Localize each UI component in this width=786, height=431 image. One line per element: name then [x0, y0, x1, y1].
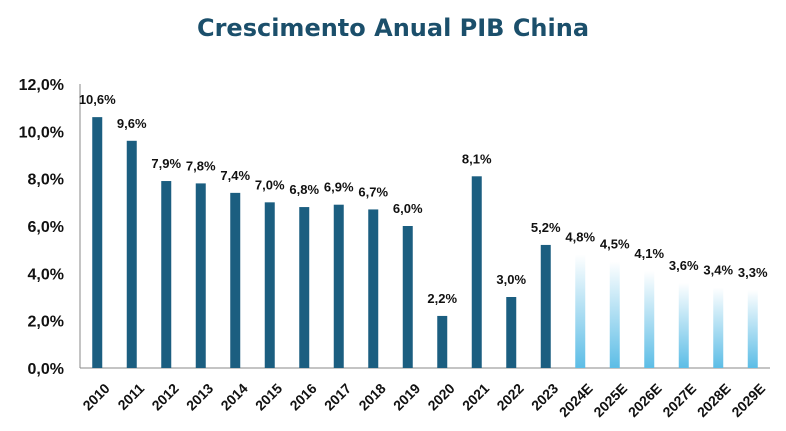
- data-labels: 10,6%9,6% 7,9% 7,8% 7,4% 7,0% 6,8% 6,9% 6,7% 6,0…: [79, 92, 768, 306]
- bar: [713, 287, 724, 368]
- bar: [299, 207, 310, 368]
- bar-data-label: 10,6%: [79, 92, 116, 107]
- bar: [126, 140, 137, 368]
- y-axis-ticks: 0,0% 2,0% 4,0% 6,0% 8,0% 10,0% 12,0%: [19, 77, 64, 378]
- bar-data-label: 6,9%: [324, 180, 354, 195]
- bar: [402, 226, 413, 368]
- y-tick-label: 12,0%: [19, 77, 64, 94]
- bar: [506, 297, 517, 368]
- x-tick-label: 2011: [114, 380, 147, 413]
- bar: [644, 270, 655, 368]
- bar-data-label: 6,8%: [289, 182, 319, 197]
- x-tick-label: 2013: [183, 380, 216, 413]
- x-tick-label: 2019: [390, 380, 423, 413]
- bar-data-label: 3,3%: [738, 265, 768, 280]
- x-tick-label: 2016: [286, 380, 319, 413]
- bar: [471, 176, 482, 368]
- bar: [540, 244, 551, 368]
- bar: [195, 183, 206, 368]
- bar: [437, 315, 448, 368]
- y-tick-label: 6,0%: [28, 219, 64, 236]
- bar: [230, 192, 241, 368]
- bar: [161, 181, 172, 368]
- x-tick-label: 2028E: [694, 380, 734, 420]
- y-tick-label: 0,0%: [28, 361, 64, 378]
- bar-data-label: 3,0%: [496, 272, 526, 287]
- x-axis-labels: 2010 2011 2012 2013 2014 2015 2016 2017 2018 2019…: [79, 380, 768, 420]
- y-tick-label: 4,0%: [28, 266, 64, 283]
- bar-data-label: 4,1%: [634, 246, 664, 261]
- x-tick-label: 2018: [355, 380, 388, 413]
- x-tick-label: 2010: [79, 380, 112, 413]
- bar-data-label: 5,2%: [531, 220, 561, 235]
- x-tick-label: 2017: [321, 380, 354, 413]
- x-tick-label: 2014: [217, 380, 250, 413]
- x-tick-label: 2012: [148, 380, 181, 413]
- bar-data-label: 6,0%: [393, 201, 423, 216]
- bar: [678, 282, 689, 368]
- bar-data-label: 7,0%: [255, 177, 285, 192]
- bar-data-label: 7,8%: [186, 158, 216, 173]
- bar: [333, 204, 344, 368]
- bar-data-label: 9,6%: [117, 116, 147, 131]
- x-tick-label: 2021: [459, 380, 492, 413]
- bar-data-label: 7,9%: [151, 156, 181, 171]
- x-tick-label: 2025E: [590, 380, 630, 420]
- bar: [609, 261, 620, 368]
- x-tick-label: 2024E: [556, 380, 596, 420]
- bar-data-label: 8,1%: [462, 151, 492, 166]
- y-tick-label: 10,0%: [19, 124, 64, 141]
- chart-title: Crescimento Anual PIB China: [196, 14, 590, 42]
- x-tick-label: 2029E: [728, 380, 768, 420]
- bar-data-label: 4,5%: [600, 237, 630, 252]
- bar: [747, 289, 758, 368]
- bar-data-label: 6,7%: [358, 184, 388, 199]
- x-tick-label: 2020: [424, 380, 457, 413]
- bar: [575, 254, 586, 368]
- x-tick-label: 2027E: [659, 380, 699, 420]
- bar-data-label: 3,4%: [703, 263, 733, 278]
- x-tick-label: 2015: [252, 380, 285, 413]
- x-tick-label: 2022: [493, 380, 526, 413]
- bar-data-label: 7,4%: [220, 168, 250, 183]
- bars: [92, 117, 758, 368]
- bar: [264, 202, 275, 368]
- x-tick-label: 2026E: [625, 380, 665, 420]
- y-tick-label: 8,0%: [28, 172, 64, 189]
- bar-data-label: 2,2%: [427, 291, 457, 306]
- bar-data-label: 4,8%: [565, 229, 595, 244]
- bar-data-label: 3,6%: [669, 258, 699, 273]
- bar: [92, 117, 103, 368]
- bar: [368, 209, 379, 368]
- y-tick-label: 2,0%: [28, 314, 64, 331]
